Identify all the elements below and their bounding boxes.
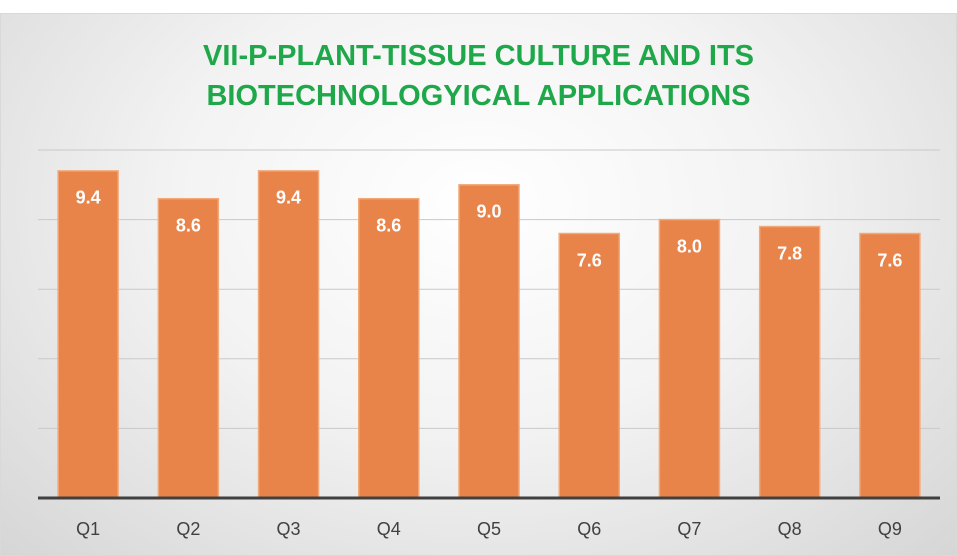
title-box: VII-P-PLANT-TISSUE CULTURE AND ITS BIOTE… <box>0 36 957 116</box>
chart-title: VII-P-PLANT-TISSUE CULTURE AND ITS BIOTE… <box>203 40 754 112</box>
x-tick-label: Q9 <box>878 519 902 539</box>
data-label: 7.8 <box>777 243 802 263</box>
x-tick-label: Q4 <box>377 519 401 539</box>
x-tick-label: Q6 <box>577 519 601 539</box>
data-label: 7.6 <box>877 250 902 270</box>
bar <box>458 184 520 499</box>
x-tick-label: Q3 <box>277 519 301 539</box>
bar <box>658 218 721 499</box>
bar <box>157 197 220 499</box>
bar <box>758 225 821 499</box>
data-label: 9.4 <box>76 188 101 208</box>
data-label: 8.6 <box>376 215 401 235</box>
bar <box>57 170 119 499</box>
bar <box>558 232 620 499</box>
bar <box>859 232 921 499</box>
x-tick-label: Q8 <box>778 519 802 539</box>
bar <box>257 170 320 499</box>
x-tick-label: Q7 <box>677 519 701 539</box>
data-label: 7.6 <box>577 250 602 270</box>
x-tick-label: Q1 <box>76 519 100 539</box>
data-label: 8.0 <box>677 236 702 256</box>
x-tick-label: Q5 <box>477 519 501 539</box>
data-label: 9.0 <box>476 202 501 222</box>
x-tick-label: Q2 <box>176 519 200 539</box>
bar <box>358 197 420 499</box>
data-label: 9.4 <box>276 188 301 208</box>
data-label: 8.6 <box>176 215 201 235</box>
